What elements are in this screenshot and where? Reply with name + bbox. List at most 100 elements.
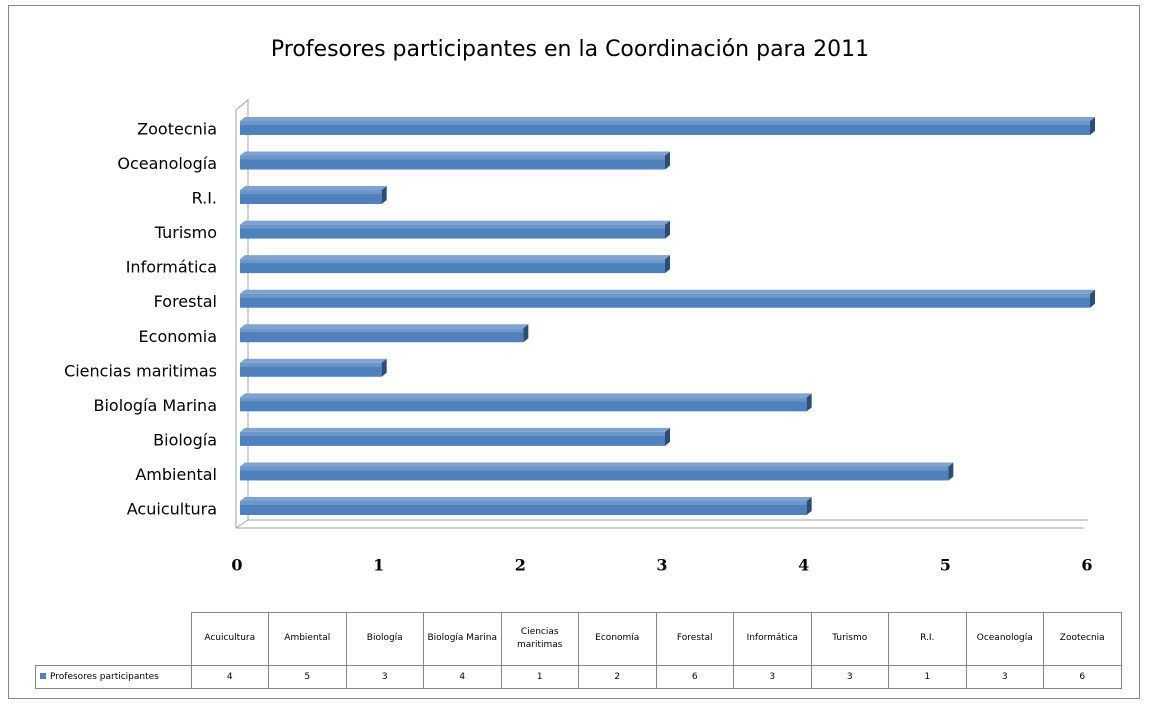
table-header-row: Acuicultura Ambiental Biología Biología Mar… <box>36 612 1122 666</box>
bar-highlight <box>240 224 665 229</box>
table-header: Biología Marina <box>423 612 502 666</box>
bar-side <box>381 358 387 377</box>
bar-top <box>240 393 812 398</box>
legend-label: Profesores participantes <box>50 671 159 682</box>
y-tick-label: Ambiental <box>135 465 217 484</box>
bar-highlight <box>240 466 949 471</box>
legend-swatch <box>40 672 46 679</box>
bar-side <box>806 497 812 515</box>
x-tick-label: 5 <box>940 556 951 575</box>
bar-side <box>806 393 812 412</box>
bar <box>240 431 665 446</box>
bar <box>240 155 665 170</box>
bar-highlight <box>240 328 524 333</box>
table-value: 3 <box>810 664 889 689</box>
bar-highlight <box>240 190 382 195</box>
y-tick-label: Economia <box>139 327 217 346</box>
table-row: Profesores participantes 4 5 3 4 1 2 6 3 3 1 3 6 <box>35 664 1122 689</box>
bar-top <box>240 289 1095 294</box>
bar <box>240 259 665 274</box>
chart-frame <box>8 5 1140 699</box>
table-header: Oceanología <box>965 612 1044 666</box>
bar <box>240 501 807 515</box>
table-header: Biología <box>345 612 424 666</box>
y-tick-label: R.I. <box>192 189 217 208</box>
y-tick-label: Turismo <box>154 223 217 242</box>
y-tick-label: Oceanología <box>117 154 217 173</box>
table-value: 6 <box>1043 664 1122 689</box>
table-value: 2 <box>578 664 657 689</box>
table-value: 4 <box>190 664 269 689</box>
bar-side <box>381 186 387 205</box>
table-value: 5 <box>268 664 347 689</box>
bar-top <box>240 116 1095 121</box>
x-tick-label: 4 <box>798 556 809 575</box>
axis-corner <box>235 519 249 529</box>
bar-highlight <box>240 120 1090 125</box>
table-header: Turismo <box>810 612 889 666</box>
bar-top <box>240 151 670 156</box>
x-tick-label: 3 <box>656 556 667 575</box>
bar-top <box>240 324 529 329</box>
table-value: 1 <box>500 664 579 689</box>
bar-side <box>1090 289 1095 308</box>
x-tick-label: 2 <box>515 556 526 575</box>
bar-top <box>240 497 812 501</box>
y-tick-label: Biología Marina <box>93 396 217 415</box>
bar <box>240 293 1090 308</box>
y-tick-label: Ciencias maritimas <box>64 361 217 380</box>
bar-highlight <box>240 155 665 160</box>
y-tick-label: Zootecnia <box>137 119 217 138</box>
bar <box>240 466 949 481</box>
table-value: 3 <box>965 664 1044 689</box>
bar-top <box>240 427 670 432</box>
bar <box>240 224 665 239</box>
bar-side <box>665 151 670 170</box>
table-header: Ciencias maritimas <box>500 612 579 666</box>
bar-highlight <box>240 362 382 367</box>
bar-highlight <box>240 501 807 505</box>
bar-top <box>240 186 387 191</box>
bar-top <box>240 462 954 467</box>
y-tick-label: Biología <box>153 430 217 449</box>
y-tick-label: Informática <box>126 258 217 277</box>
y-tick-label: Forestal <box>154 292 217 311</box>
data-table: Acuicultura Ambiental Biología Biología Mar… <box>35 612 1122 689</box>
bar-top <box>240 358 387 363</box>
table-value: 4 <box>423 664 502 689</box>
bar <box>240 190 382 205</box>
table-corner <box>36 613 192 666</box>
table-header: Economía <box>578 612 657 666</box>
table-header: Forestal <box>655 612 734 666</box>
x-tick-label: 6 <box>1081 556 1092 575</box>
bar-highlight <box>240 259 665 264</box>
table-header: Ambiental <box>268 612 347 666</box>
bar <box>240 362 382 377</box>
bar-highlight <box>240 293 1090 298</box>
bar <box>240 328 524 343</box>
bar-side <box>523 324 529 343</box>
table-header: Zootecnia <box>1043 612 1122 666</box>
bar-side <box>665 427 670 446</box>
y-tick-label: Acuicultura <box>127 500 217 519</box>
bar <box>240 120 1090 135</box>
table-value: 3 <box>345 664 424 689</box>
bar-highlight <box>240 431 665 436</box>
table-value: 6 <box>655 664 734 689</box>
bar <box>240 397 807 412</box>
table-header: Acuicultura <box>190 612 269 666</box>
x-tick-label: 0 <box>231 556 242 575</box>
chart-title: Profesores participantes en la Coordinac… <box>271 37 869 62</box>
x-tick-label: 1 <box>373 556 384 575</box>
table-header: R.I. <box>888 612 967 666</box>
axis-wall <box>235 98 1088 528</box>
bar-side <box>1090 116 1095 135</box>
table-value: 1 <box>888 664 967 689</box>
bar-side <box>665 255 670 274</box>
bar-top <box>240 255 670 260</box>
table-value: 3 <box>733 664 812 689</box>
table-header: Informática <box>733 612 812 666</box>
bar-highlight <box>240 397 807 402</box>
legend-cell: Profesores participantes <box>35 664 192 689</box>
